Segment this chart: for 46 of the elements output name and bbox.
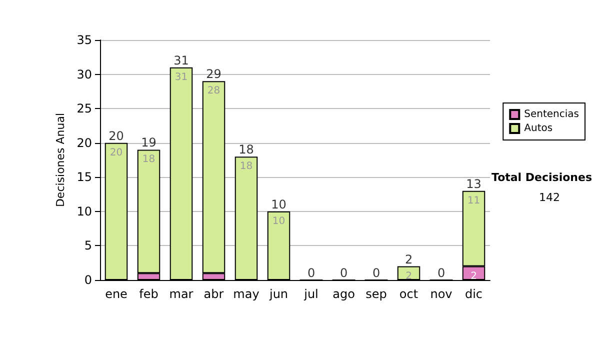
data-label: 20: [110, 147, 123, 158]
y-tick-label: 25: [76, 102, 92, 116]
x-tick-label: abr: [204, 287, 224, 301]
y-tick-label: 35: [76, 33, 92, 47]
x-tick-label: mar: [169, 287, 194, 301]
x-tick-label: ene: [105, 287, 128, 301]
data-label: 31: [174, 72, 188, 83]
y-tick-label: 20: [76, 136, 92, 150]
data-label: 18: [142, 154, 156, 166]
legend-label: Autos: [524, 123, 553, 134]
y-tick-label: 10: [76, 204, 92, 218]
text: Total Decisiones: [492, 171, 592, 184]
data-label: 10: [272, 216, 286, 227]
total-label: 13: [466, 176, 482, 191]
x-tick-label: may: [233, 287, 260, 301]
x-tick-label: ago: [332, 287, 355, 301]
total-label: 2: [404, 252, 413, 266]
total-label: 20: [108, 128, 124, 143]
total-label: 10: [271, 197, 286, 212]
total-label: 0: [437, 266, 446, 280]
total-label: 18: [238, 142, 254, 157]
total-label: 31: [174, 53, 189, 68]
y-tick-label: 0: [84, 273, 92, 287]
total-label: 0: [307, 266, 316, 280]
data-label: 18: [240, 161, 253, 172]
total-label: 19: [141, 136, 156, 150]
y-tick-label: 30: [76, 67, 92, 82]
x-tick-label: oct: [399, 287, 418, 301]
legend-label: Sentencias: [524, 109, 580, 120]
y-tick-label: 15: [76, 170, 92, 184]
x-tick-label: feb: [139, 287, 158, 301]
data-label: 2: [470, 270, 477, 282]
y-axis-title: Decisiones Anual: [54, 112, 67, 208]
x-tick-label: nov: [430, 287, 452, 301]
x-tick-label: sep: [366, 287, 387, 301]
y-tick-label: 5: [84, 238, 92, 253]
total-label: 0: [340, 266, 348, 280]
data-label: 2: [406, 270, 412, 282]
x-tick-label: jun: [268, 287, 288, 301]
text: 142: [539, 191, 560, 204]
data-label: 28: [207, 86, 220, 97]
data-label: 11: [467, 195, 480, 206]
x-tick-label: jul: [303, 287, 318, 301]
x-tick-label: dic: [464, 287, 483, 301]
total-label: 29: [206, 67, 222, 82]
total-label: 0: [372, 266, 380, 280]
